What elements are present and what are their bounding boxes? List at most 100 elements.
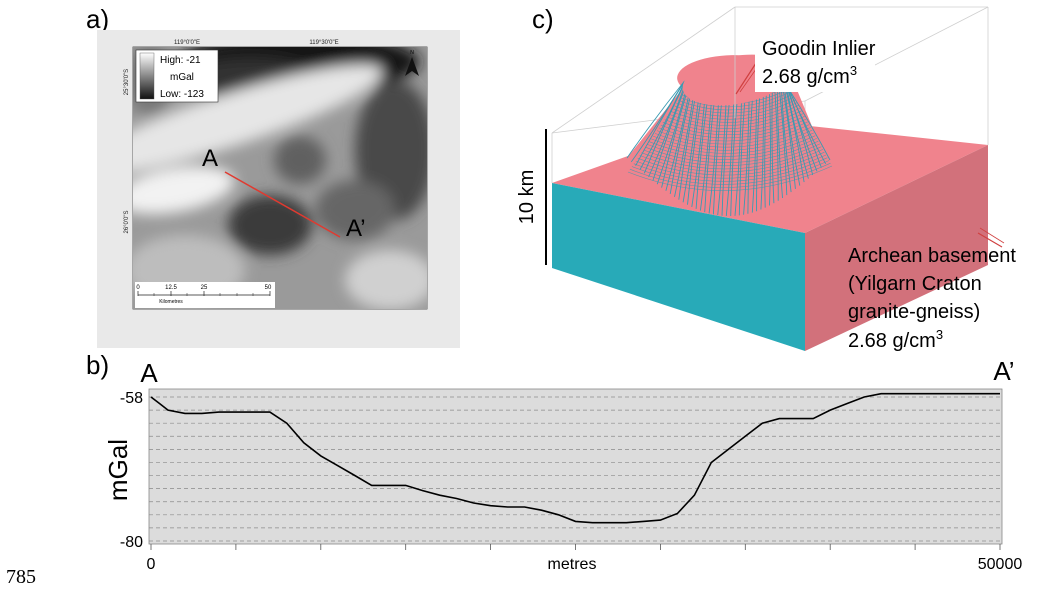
cone-hatch-line <box>665 86 691 191</box>
goodin-density: 2.68 g/cm <box>762 66 850 88</box>
x-tick-label: 50000 <box>978 556 1023 573</box>
cone-contour-line <box>660 118 807 139</box>
legend-color-ramp <box>139 52 155 100</box>
model-3d: 10 km Goodin Inlier 2.68 g/cm3 Archean b… <box>516 6 1016 352</box>
x-axis-tick-labels: 0 50000 <box>147 556 1023 573</box>
cone-contour-line <box>652 129 813 151</box>
y-tick-label: -58 <box>120 390 143 407</box>
cone-contour-line <box>647 138 817 160</box>
y-axis-label: mGal <box>103 439 133 501</box>
map-scale-bar: 0 12.5 25 50 Kilometres <box>135 282 275 308</box>
gravity-profile-chart: -58 -80 0 50000 mGal metres A A’ <box>103 356 1022 573</box>
legend-high: High: -21 <box>160 55 201 66</box>
cone-contour-line <box>651 132 814 154</box>
basement-leader-line <box>977 232 1003 248</box>
y-axis-tick-labels: -58 -80 <box>120 390 143 551</box>
cone-hatch-line <box>756 92 761 212</box>
cone-hatch-line <box>782 89 796 189</box>
map-legend: High: -21 mGal Low: -123 <box>135 49 219 103</box>
profile-series-line <box>150 392 1000 524</box>
panel-b-label: b) <box>86 350 110 380</box>
cone-contour-line <box>643 143 821 166</box>
basement-line-2: (Yilgarn Craton <box>848 273 982 295</box>
cone-contour-line <box>664 113 804 132</box>
cone-contour-line <box>633 157 828 182</box>
cone-hatch-line <box>626 80 685 159</box>
cone-contour-line <box>656 124 810 145</box>
cone-hatch-line <box>730 92 739 217</box>
cone-hatch-line <box>764 91 767 208</box>
cone-contour-line <box>639 149 824 173</box>
scale-tick-25: 25 <box>201 285 208 291</box>
grid <box>149 396 1002 542</box>
y-tick-label: -80 <box>120 534 143 551</box>
x-tick-label: 0 <box>147 556 156 573</box>
basement-front-face <box>552 183 805 351</box>
profile-start-label: A <box>202 145 218 172</box>
cone-contour-line <box>658 121 808 142</box>
basement-side-face <box>805 145 988 351</box>
cone-contour-line <box>679 91 792 108</box>
line-number: 785 <box>6 566 36 588</box>
cone-hatch-line <box>721 91 731 216</box>
coord-label-top-right: 119°30'0"E <box>309 40 338 46</box>
scale-tick-50: 50 <box>265 285 272 291</box>
cone-hatch-line <box>725 92 735 217</box>
cone-contour-line <box>627 165 833 191</box>
cone-hatch-line <box>747 92 754 214</box>
basement-line-3: granite-gneiss) <box>848 301 980 323</box>
legend-unit: mGal <box>170 72 194 83</box>
cone-hatch-line <box>760 92 764 210</box>
north-arrow-icon: N <box>405 50 419 76</box>
cone-hatch-line <box>743 92 750 215</box>
coord-label-left-bottom: 26°0'0"S <box>124 210 130 233</box>
cone-hatch-line <box>751 92 757 213</box>
panel-a-label: a) <box>86 4 110 34</box>
cone-contour-line <box>668 107 801 126</box>
profile-line-a-a-prime <box>224 171 341 238</box>
x-axis-ticks <box>150 544 1001 550</box>
cone-hatch-line <box>787 87 818 172</box>
scale-unit: Kilometres <box>159 299 183 305</box>
plot-area <box>148 388 1003 545</box>
cone-contour-line <box>670 105 799 123</box>
gravity-map: 119°0'0"E 119°30'0"E 25°30'0"S 26°0'0"S … <box>97 30 460 348</box>
profile-end-label: A’ <box>346 215 366 242</box>
scale-tick-12-5: 12.5 <box>165 285 177 291</box>
cone-contour-line <box>649 135 816 157</box>
cone-hatch-line <box>643 83 685 174</box>
depth-scale-label: 10 km <box>516 170 538 224</box>
cone-contour-line <box>645 140 819 163</box>
x-axis-label: metres <box>548 556 597 573</box>
cone-hatch-line <box>785 89 805 183</box>
cone-contour-line <box>635 154 827 179</box>
cone-hatch-line <box>635 81 685 166</box>
cone-contour-line <box>637 151 825 176</box>
profile-start-label-chart: A <box>140 358 158 388</box>
cone-contour-line <box>641 146 822 170</box>
cone-hatch-line <box>648 83 686 178</box>
cone-contour-line <box>666 110 802 129</box>
cone-hatch-line <box>779 90 788 196</box>
cone-contour-line <box>654 127 811 148</box>
cone-contour-line <box>629 162 831 188</box>
goodin-label-box <box>755 30 875 92</box>
coord-label-top-left: 119°0'0"E <box>174 40 200 46</box>
svg-text:2.68 g/cm3: 2.68 g/cm3 <box>762 63 857 88</box>
goodin-density-sup: 3 <box>850 63 857 78</box>
basement-density: 2.68 g/cm <box>848 330 936 352</box>
basement-line-1: Archean basement <box>848 245 1016 267</box>
coord-label-left-top: 25°30'0"S <box>124 69 130 95</box>
svg-text:N: N <box>410 50 414 56</box>
cone-hatch-line <box>787 86 831 161</box>
cone-contour-line <box>662 116 805 136</box>
cone-hatch-line <box>771 91 775 204</box>
profile-end-label-chart: A’ <box>993 356 1014 386</box>
goodin-leader-line <box>735 59 759 95</box>
cone-contour-line <box>678 94 793 111</box>
cone-contour-line <box>672 102 798 120</box>
cone-contour-line <box>631 160 830 185</box>
goodin-name: Goodin Inlier <box>762 38 876 60</box>
map-raster <box>133 47 427 309</box>
